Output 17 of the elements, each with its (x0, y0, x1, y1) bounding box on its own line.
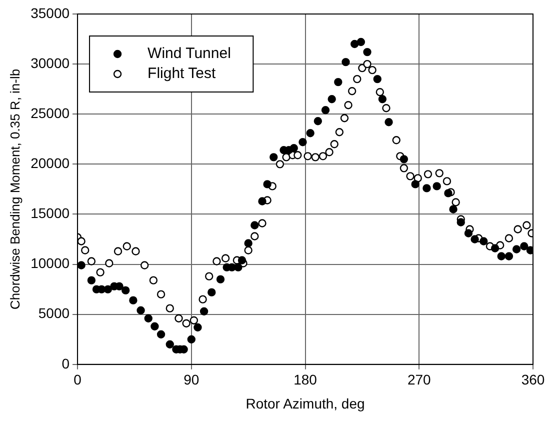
x-axis-title: Rotor Azimuth, deg (246, 395, 365, 412)
y-axis-title: Chordwise Bending Moment, 0.35 R, in-lb (7, 68, 22, 310)
y-tick-label: 35000 (30, 4, 70, 21)
x-tick-label: 270 (407, 372, 432, 388)
x-tick-label: 0 (74, 372, 82, 388)
x-tick-label: 360 (521, 372, 545, 388)
y-tick-label: 10000 (30, 255, 70, 272)
y-tick-label: 20000 (30, 155, 70, 172)
y-tick-label: 15000 (30, 205, 70, 222)
y-tick-label: 0 (62, 355, 70, 372)
x-tick-label: 90 (184, 372, 200, 388)
y-tick-label: 30000 (30, 54, 70, 71)
legend-label: Wind Tunnel (148, 45, 231, 62)
y-tick-label: 5000 (38, 305, 70, 322)
y-tick-label: 25000 (30, 104, 70, 121)
legend-label: Flight Test (148, 65, 216, 82)
x-tick-label: 180 (294, 372, 318, 388)
